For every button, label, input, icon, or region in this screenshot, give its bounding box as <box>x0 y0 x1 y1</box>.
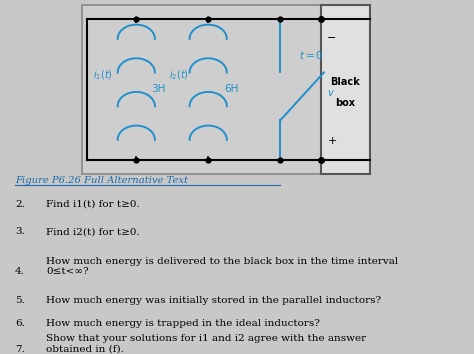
Text: +: + <box>328 136 337 146</box>
Text: $i_2(t)$: $i_2(t)$ <box>169 69 189 82</box>
Text: Show that your solutions for i1 and i2 agree with the answer
obtained in (f).: Show that your solutions for i1 and i2 a… <box>46 334 366 354</box>
Text: $t = 0$: $t = 0$ <box>299 49 324 61</box>
Text: $i_1(t)$: $i_1(t)$ <box>92 69 112 82</box>
Text: 3H: 3H <box>151 84 165 95</box>
FancyBboxPatch shape <box>82 5 370 174</box>
Text: Find i2(t) for t≥0.: Find i2(t) for t≥0. <box>46 227 140 236</box>
FancyBboxPatch shape <box>320 5 370 174</box>
Text: Figure P6.26 Full Alternative Text: Figure P6.26 Full Alternative Text <box>15 176 188 184</box>
Text: 4.: 4. <box>15 267 25 276</box>
Text: box: box <box>335 98 356 108</box>
Text: 6.: 6. <box>15 319 25 328</box>
Text: How much energy is delivered to the black box in the time interval
0≤t<∞?: How much energy is delivered to the blac… <box>46 257 399 276</box>
Text: How much energy was initially stored in the parallel inductors?: How much energy was initially stored in … <box>46 296 382 306</box>
Text: How much energy is trapped in the ideal inductors?: How much energy is trapped in the ideal … <box>46 319 320 328</box>
Text: Black: Black <box>330 78 360 87</box>
Text: 3.: 3. <box>15 227 25 236</box>
Text: 5.: 5. <box>15 296 25 306</box>
Text: −: − <box>328 33 337 42</box>
Text: Find i1(t) for t≥0.: Find i1(t) for t≥0. <box>46 200 140 209</box>
Text: v: v <box>328 88 333 98</box>
Text: 6H: 6H <box>224 84 239 95</box>
Text: 2.: 2. <box>15 200 25 209</box>
Text: 7.: 7. <box>15 345 25 354</box>
